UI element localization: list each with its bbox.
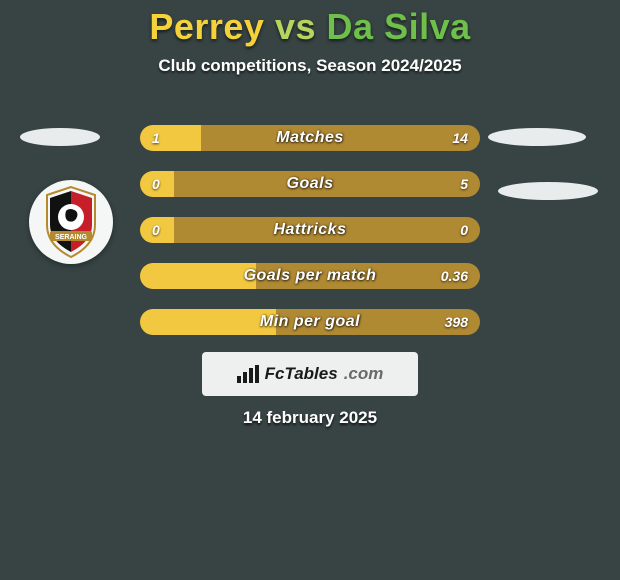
date-label: 14 february 2025	[0, 408, 620, 428]
stat-label: Goals per match	[140, 263, 480, 289]
stat-value-right: 14	[452, 125, 468, 151]
stat-label: Min per goal	[140, 309, 480, 335]
club-badge-text: SERAING	[55, 234, 87, 241]
stat-label: Hattricks	[140, 217, 480, 243]
stat-bars: 1Matches140Goals50Hattricks0Goals per ma…	[140, 125, 480, 355]
stat-bar: 0Goals5	[140, 171, 480, 197]
avatar-ellipse-right-mid	[498, 182, 598, 200]
stat-bar: 0Hattricks0	[140, 217, 480, 243]
stat-label: Matches	[140, 125, 480, 151]
title-vs: vs	[275, 6, 316, 47]
subtitle: Club competitions, Season 2024/2025	[0, 56, 620, 76]
comparison-card: Perrey vs Da Silva Club competitions, Se…	[0, 0, 620, 580]
stat-value-right: 0	[460, 217, 468, 243]
title-player-1: Perrey	[149, 6, 264, 47]
avatar-ellipse-left	[20, 128, 100, 146]
bar-chart-icon	[237, 365, 259, 383]
stat-value-right: 5	[460, 171, 468, 197]
club-crest-icon: SERAING	[38, 185, 104, 259]
brand-name: FcTables	[265, 364, 338, 384]
brand-card: FcTables .com	[202, 352, 418, 396]
stat-bar: Min per goal398	[140, 309, 480, 335]
stat-bar: 1Matches14	[140, 125, 480, 151]
avatar-ellipse-right-top	[488, 128, 586, 146]
page-title: Perrey vs Da Silva	[0, 0, 620, 48]
brand-suffix: .com	[344, 364, 384, 384]
title-player-2: Da Silva	[327, 6, 471, 47]
stat-label: Goals	[140, 171, 480, 197]
stat-bar: Goals per match0.36	[140, 263, 480, 289]
club-badge-left: SERAING	[29, 180, 113, 264]
stat-value-right: 398	[445, 309, 468, 335]
stat-value-right: 0.36	[441, 263, 468, 289]
